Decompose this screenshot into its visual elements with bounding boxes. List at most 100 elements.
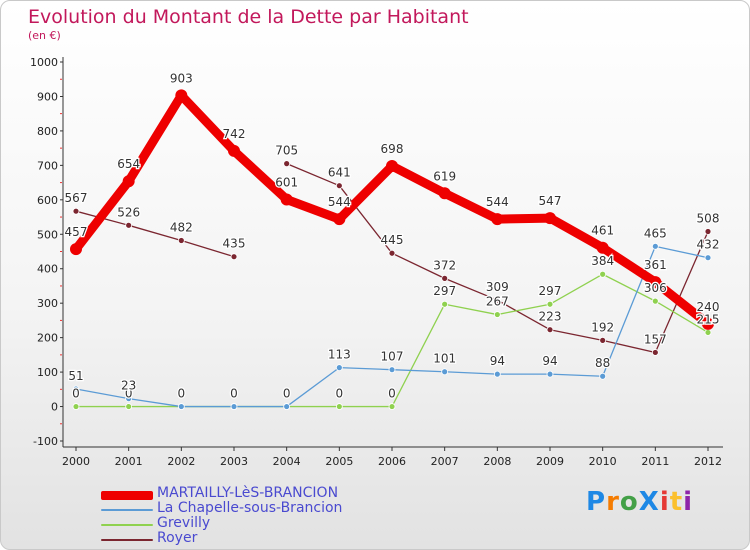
data-point-1 xyxy=(283,403,291,410)
data-point-1 xyxy=(388,366,396,374)
x-tick-label: 2003 xyxy=(220,455,248,468)
data-label-1: 94 xyxy=(542,354,557,368)
data-point-1 xyxy=(704,254,712,262)
data-label-1: 88 xyxy=(595,356,610,370)
data-label-1: 94 xyxy=(490,354,505,368)
data-point-3 xyxy=(72,207,80,215)
data-point-1 xyxy=(335,364,343,372)
data-point-0 xyxy=(228,144,240,157)
legend-label-martailly: MARTAILLY-LèS-BRANCION xyxy=(157,485,339,501)
series-line-0 xyxy=(71,90,713,329)
y-tick-label: 900 xyxy=(37,90,58,103)
y-tick-label: 300 xyxy=(37,297,58,310)
data-label-0: 461 xyxy=(591,224,614,238)
data-label-1: 465 xyxy=(644,226,667,240)
data-point-2 xyxy=(493,311,501,318)
x-tick-label: 2001 xyxy=(115,455,143,468)
data-label-1: 101 xyxy=(433,352,456,366)
legend-swatch-martailly xyxy=(101,490,153,500)
data-point-1 xyxy=(599,372,607,380)
data-label-0: 654 xyxy=(117,157,140,171)
data-point-0 xyxy=(386,160,398,173)
data-point-2 xyxy=(388,403,396,410)
data-label-1: 0 xyxy=(178,387,186,401)
data-point-2 xyxy=(704,329,712,336)
data-point-2 xyxy=(441,300,449,308)
data-point-3 xyxy=(388,249,396,257)
data-label-0: 457 xyxy=(65,225,88,239)
data-point-1 xyxy=(441,368,449,376)
data-label-3: 705 xyxy=(275,144,298,158)
data-point-3 xyxy=(704,228,712,235)
legend-label-royer: Royer xyxy=(157,530,198,546)
data-label-2: 0 xyxy=(388,387,396,401)
data-point-0 xyxy=(280,193,293,206)
x-tick-label: 2008 xyxy=(483,455,511,468)
data-label-2: 267 xyxy=(486,295,509,309)
y-tick-label: 600 xyxy=(37,194,58,207)
data-point-2 xyxy=(651,297,659,305)
data-label-3: 192 xyxy=(591,320,614,334)
legend-item-grevilly: Grevilly xyxy=(101,515,401,532)
data-point-3 xyxy=(283,160,291,168)
data-label-0: 547 xyxy=(539,194,562,208)
data-point-0 xyxy=(491,213,504,226)
data-label-3: 508 xyxy=(697,212,720,226)
data-label-0: 903 xyxy=(170,71,193,85)
legend: MARTAILLY-LèS-BRANCION La Chapelle-sous-… xyxy=(101,485,401,547)
data-point-3 xyxy=(493,296,501,304)
data-label-1: 51 xyxy=(68,369,83,383)
data-point-0 xyxy=(333,213,346,226)
data-label-1: 0 xyxy=(230,387,238,401)
data-point-2 xyxy=(599,270,607,278)
data-point-2 xyxy=(335,403,343,410)
x-tick-label: 2004 xyxy=(273,455,301,468)
legend-label-grevilly: Grevilly xyxy=(157,515,211,531)
data-label-0: 601 xyxy=(275,175,298,189)
data-point-1 xyxy=(546,370,554,378)
data-label-3: 372 xyxy=(433,258,456,272)
data-label-2: 297 xyxy=(539,284,562,298)
logo-letter: i xyxy=(683,487,694,517)
data-label-1: 0 xyxy=(283,387,291,401)
legend-item-la-chapelle: La Chapelle-sous-Brancion xyxy=(101,500,401,517)
data-point-1 xyxy=(177,403,185,410)
legend-swatch-grevilly xyxy=(101,523,153,526)
proxiti-logo: ProXiti xyxy=(586,487,693,517)
data-point-2 xyxy=(72,403,80,410)
logo-letter: t xyxy=(669,487,684,517)
legend-item-royer: Royer xyxy=(101,530,401,547)
data-label-2: 0 xyxy=(336,387,344,401)
data-label-3: 157 xyxy=(644,332,667,346)
data-point-1 xyxy=(493,370,501,378)
data-label-3: 445 xyxy=(381,233,404,247)
data-label-1: 432 xyxy=(697,238,720,252)
data-label-2: 215 xyxy=(697,312,720,326)
y-tick-label: 1000 xyxy=(30,56,58,69)
data-point-0 xyxy=(596,241,609,254)
logo-letter: r xyxy=(606,487,620,517)
data-point-3 xyxy=(177,237,185,244)
data-point-0 xyxy=(70,243,82,256)
logo-letter: X xyxy=(638,487,660,517)
y-tick-label: 400 xyxy=(37,263,58,276)
y-tick-label: 800 xyxy=(37,125,58,138)
chart-title: Evolution du Montant de la Dette par Hab… xyxy=(28,6,469,28)
x-tick-label: 2005 xyxy=(325,455,353,468)
data-label-3: 526 xyxy=(117,205,140,219)
legend-label-la-chapelle: La Chapelle-sous-Brancion xyxy=(157,500,343,516)
data-label-1: 23 xyxy=(121,379,136,393)
data-point-1 xyxy=(72,385,80,393)
data-label-3: 435 xyxy=(223,237,246,251)
data-label-2: 384 xyxy=(591,254,614,268)
data-label-3: 309 xyxy=(486,280,509,294)
data-label-0: 544 xyxy=(486,195,509,209)
data-label-3: 223 xyxy=(539,310,562,324)
data-label-0: 240 xyxy=(697,300,720,314)
data-point-0 xyxy=(702,317,714,330)
data-point-0 xyxy=(122,175,135,188)
data-point-0 xyxy=(544,212,556,225)
y-tick-label: 0 xyxy=(51,401,58,414)
